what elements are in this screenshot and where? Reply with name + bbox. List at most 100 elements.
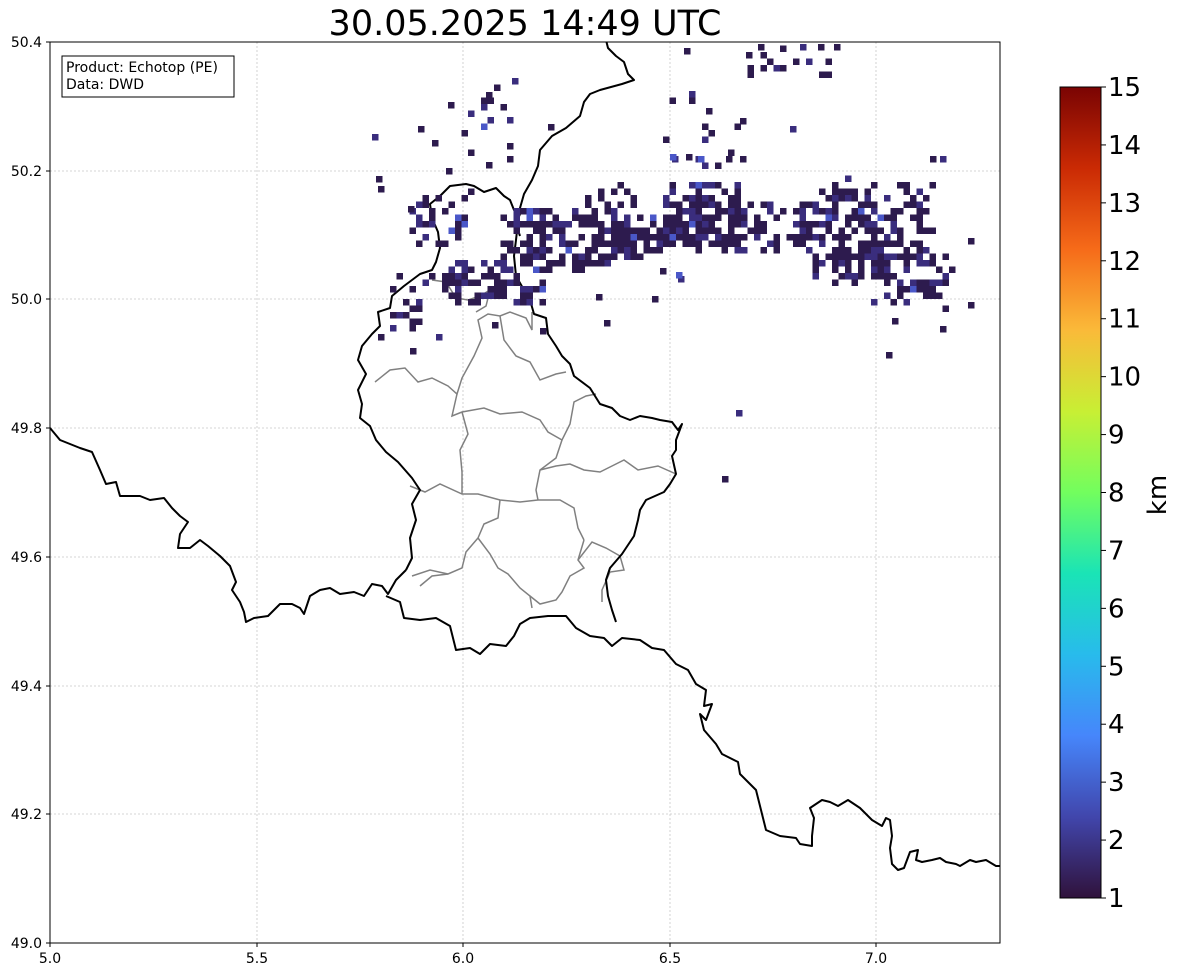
echo-cell [378,334,385,341]
echo-cell [546,247,553,254]
echo-cell [897,240,904,247]
echo-cell [734,195,741,202]
echo-cell [773,65,780,72]
echo-cell [871,182,878,189]
echo-cell [487,292,494,299]
echo-cell [585,253,592,260]
echo-cell [903,253,910,260]
district-line [459,411,469,494]
echo-cell [708,201,715,208]
echo-cell [630,195,637,202]
echo-cell [773,234,780,241]
echo-cell [650,214,657,221]
echo-cell [897,234,904,241]
echo-cell [637,214,644,221]
echo-cell [871,260,878,267]
echo-cell [487,266,494,273]
echo-cell [676,208,683,215]
echo-cell [435,195,442,202]
echo-cell [890,299,897,306]
echo-cell [507,156,514,163]
echo-cell [832,253,839,260]
echo-cell [539,299,546,306]
echo-cell [448,102,455,109]
echo-cell [890,221,897,228]
echo-cell [617,227,624,234]
echo-cell [500,292,507,299]
echo-cell [968,302,975,309]
echo-cell [559,260,566,267]
echo-cell [487,273,494,280]
echo-cell [663,214,670,221]
echo-cell [793,221,800,228]
echo-cell [741,208,748,215]
echo-cell [461,279,468,286]
echo-cell [624,214,631,221]
echo-cell [604,320,611,327]
echo-cell [637,234,644,241]
echo-cell [682,240,689,247]
echo-cell [418,126,425,133]
echo-cell [832,247,839,254]
echo-cell [838,240,845,247]
echo-cell [578,214,585,221]
echo-cell [682,208,689,215]
echo-cell [474,299,481,306]
echo-cell [923,260,930,267]
echo-cell [578,221,585,228]
echo-cell [864,214,871,221]
echo-cell [884,253,891,260]
echo-cell [513,214,520,221]
echo-cell [747,201,754,208]
echo-cell [598,227,605,234]
echo-cell [936,292,943,299]
plot-area [50,42,1000,943]
echo-cell [695,227,702,234]
echo-cell [630,227,637,234]
echo-cell [877,260,884,267]
echo-cell [812,260,819,267]
echo-cell [500,260,507,267]
echo-cell [624,247,631,254]
echo-cell [572,253,579,260]
echo-cell [884,279,891,286]
echo-cell [780,45,787,52]
echo-cell [897,279,904,286]
border-france-belgium [50,427,407,623]
echo-cell [767,208,774,215]
echo-cell [818,44,825,51]
echo-cell [702,136,709,143]
echo-cell [819,71,826,78]
echo-cell [871,273,878,280]
echo-cell [851,227,858,234]
echo-cell [890,227,897,234]
y-tick-label: 49.8 [11,421,42,437]
echo-cell [539,247,546,254]
echo-cell [884,195,891,202]
echo-cell [734,234,741,241]
echo-cell [526,253,533,260]
district-line [499,315,567,381]
echo-cell [812,266,819,273]
echo-cell [598,221,605,228]
echo-cell [539,253,546,260]
y-tick-label: 50.4 [11,35,42,51]
echo-cell [512,78,519,85]
echo-cell [708,240,715,247]
echo-cell [858,247,865,254]
echo-cell [825,221,832,228]
echo-cell [598,260,605,267]
echo-cell [539,214,546,221]
echo-cell [416,221,423,228]
echo-cell [708,130,715,137]
echo-cell [877,227,884,234]
echo-cell [845,175,852,182]
echo-cell [884,273,891,280]
echo-cell [455,221,462,228]
echo-cell [689,195,696,202]
echo-cell [702,227,709,234]
echo-cell [903,260,910,267]
echo-cell [864,188,871,195]
echo-cell [663,227,670,234]
echo-cell [916,214,923,221]
